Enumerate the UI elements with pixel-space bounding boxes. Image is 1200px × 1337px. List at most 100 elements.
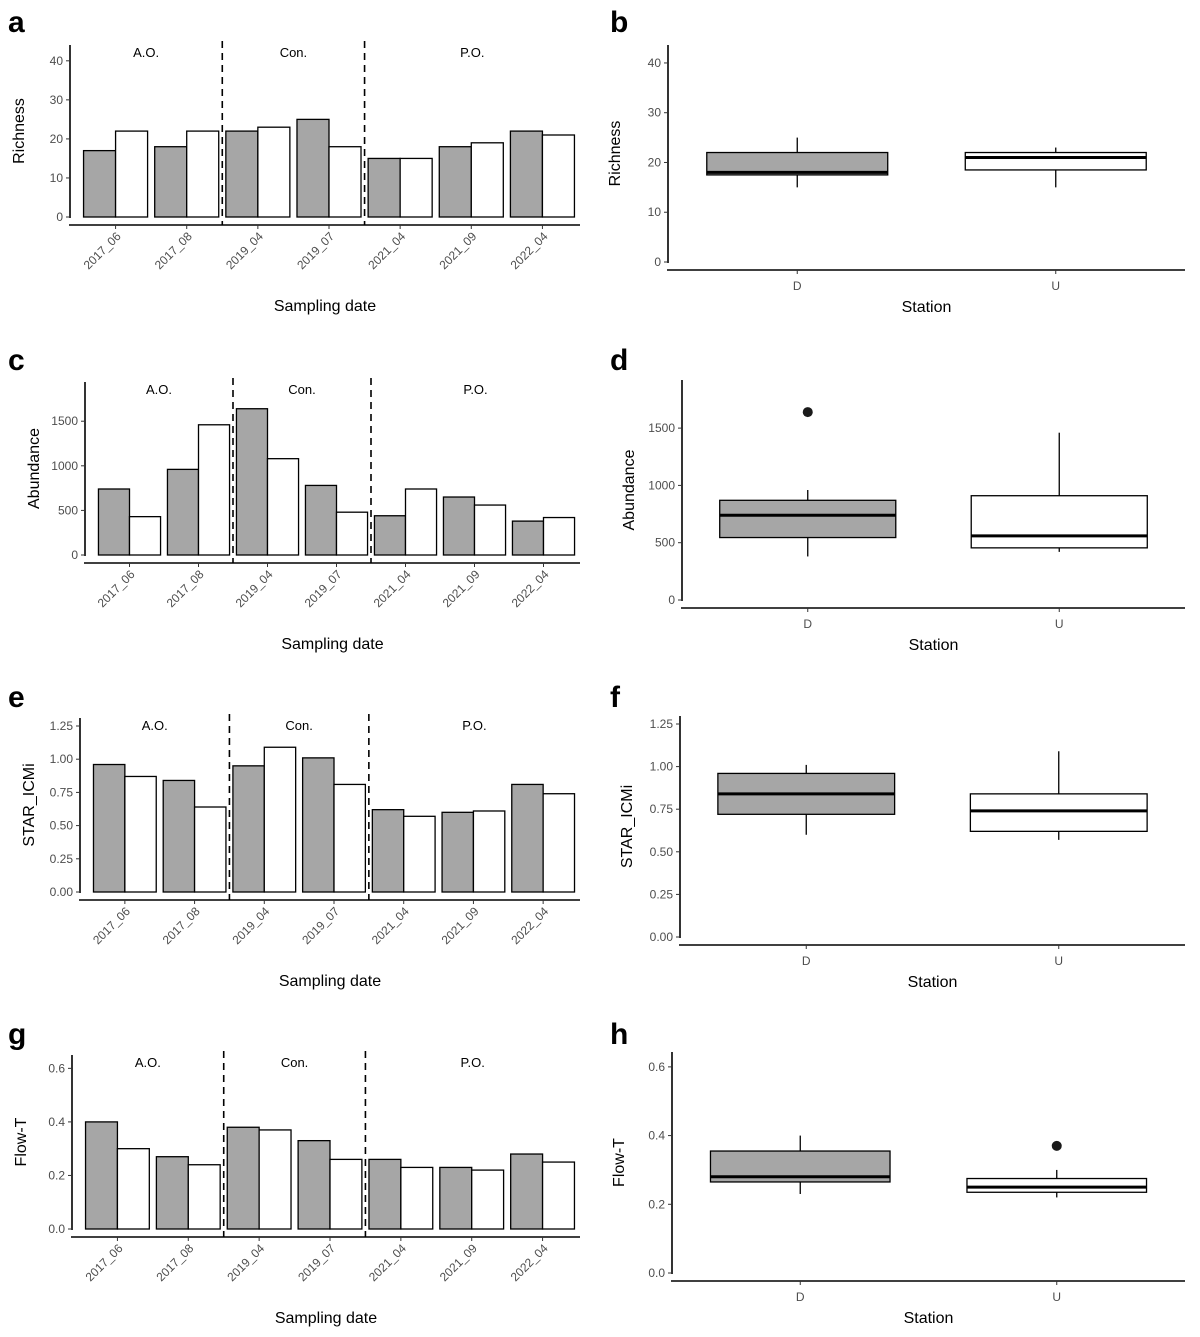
x-axis-title-a: Sampling date xyxy=(274,298,376,315)
y-axis-title-c: Abundance xyxy=(26,428,43,509)
x-tick-label-b: U xyxy=(1051,279,1060,293)
y-tick-label-f: 0.50 xyxy=(650,845,674,859)
y-tick-label-a: 20 xyxy=(50,132,64,146)
bar-a-u-2019_07 xyxy=(328,146,362,218)
x-tick-label-g: 2017_08 xyxy=(153,1241,196,1284)
x-tick-label-e: 2021_04 xyxy=(369,904,412,947)
x-tick-label-a: 2017_06 xyxy=(81,229,124,272)
bar-c-u-2019_04 xyxy=(266,458,300,556)
y-tick-label-a: 0 xyxy=(56,210,63,224)
bar-g-d-2019_07 xyxy=(297,1139,331,1230)
x-tick-label-e: 2022_04 xyxy=(508,904,551,947)
x-tick-label-c: 2021_04 xyxy=(371,567,414,610)
y-tick-label-g: 0.2 xyxy=(48,1168,65,1182)
bar-c-d-2022_04 xyxy=(511,520,545,556)
x-tick-label-g: 2017_06 xyxy=(83,1241,126,1284)
bar-c-d-2017_06 xyxy=(97,488,131,556)
y-axis-title-h: Flow-T xyxy=(611,1138,628,1187)
bar-e-d-2021_04 xyxy=(371,809,405,893)
x-tick-label-g: 2019_07 xyxy=(295,1241,338,1284)
bar-c-d-2017_08 xyxy=(166,468,200,556)
period-label-g: A.O. xyxy=(135,1055,161,1070)
bar-e-u-2021_04 xyxy=(403,815,436,893)
y-tick-label-f: 0.25 xyxy=(650,887,674,901)
bar-g-d-2017_08 xyxy=(155,1156,189,1230)
bar-c-d-2021_04 xyxy=(373,515,407,556)
y-tick-label-g: 0.0 xyxy=(48,1222,65,1236)
x-tick-label-g: 2019_04 xyxy=(224,1241,267,1284)
y-tick-label-e: 1.25 xyxy=(50,719,74,733)
bar-e-d-2022_04 xyxy=(511,783,544,893)
bar-g-d-2021_09 xyxy=(439,1166,473,1230)
x-tick-label-g: 2021_09 xyxy=(437,1241,480,1284)
y-axis-title-d: Abundance xyxy=(621,449,638,530)
y-tick-label-f: 1.25 xyxy=(650,717,674,731)
bar-a-u-2022_04 xyxy=(541,134,576,218)
bar-a-u-2021_09 xyxy=(470,142,504,218)
period-label-a: Con. xyxy=(280,45,307,60)
y-tick-label-f: 1.00 xyxy=(650,760,674,774)
y-axis-title-f: STAR_ICMi xyxy=(619,785,636,868)
bar-g-u-2019_04 xyxy=(258,1129,292,1230)
bar-g-u-2019_07 xyxy=(329,1158,363,1230)
panel-letter-e: e xyxy=(8,681,25,714)
bar-g-u-2021_04 xyxy=(400,1166,434,1230)
x-tick-label-c: 2017_06 xyxy=(95,567,138,610)
bar-c-u-2021_09 xyxy=(473,504,507,556)
x-tick-label-g: 2022_04 xyxy=(508,1241,551,1284)
bar-e-u-2022_04 xyxy=(542,793,576,893)
y-tick-label-c: 500 xyxy=(58,503,78,517)
x-tick-label-f: D xyxy=(802,954,811,968)
bar-e-u-2021_09 xyxy=(472,810,506,893)
x-tick-label-g: 2021_04 xyxy=(366,1241,409,1284)
bar-e-d-2021_09 xyxy=(441,811,475,893)
bar-a-d-2022_04 xyxy=(509,130,544,218)
y-tick-label-a: 10 xyxy=(50,171,64,185)
x-tick-label-a: 2021_04 xyxy=(365,229,408,272)
bar-a-d-2019_04 xyxy=(225,130,259,218)
x-tick-label-h: U xyxy=(1052,1290,1061,1304)
x-tick-label-c: 2019_07 xyxy=(302,567,345,610)
period-label-a: A.O. xyxy=(133,45,159,60)
y-tick-label-h: 0.6 xyxy=(648,1060,665,1074)
bar-a-u-2019_04 xyxy=(257,126,291,218)
bar-g-d-2017_06 xyxy=(84,1121,119,1230)
period-label-a: P.O. xyxy=(460,45,484,60)
x-tick-label-a: 2022_04 xyxy=(508,229,551,272)
x-tick-label-e: 2017_06 xyxy=(90,904,133,947)
y-tick-label-g: 0.4 xyxy=(48,1115,65,1129)
box-b-u xyxy=(964,151,1147,171)
y-tick-label-f: 0.75 xyxy=(650,802,674,816)
bar-e-u-2019_04 xyxy=(263,746,297,893)
bar-a-u-2017_08 xyxy=(186,130,220,218)
x-tick-label-c: 2021_09 xyxy=(440,567,483,610)
x-tick-label-a: 2021_09 xyxy=(436,229,479,272)
y-tick-label-b: 20 xyxy=(648,155,662,169)
bar-g-u-2021_09 xyxy=(471,1169,505,1230)
x-tick-label-e: 2019_04 xyxy=(229,904,272,947)
panel-letter-d: d xyxy=(610,344,628,377)
x-tick-label-a: 2017_08 xyxy=(152,229,195,272)
bar-a-u-2021_04 xyxy=(399,157,433,218)
x-tick-label-c: 2019_04 xyxy=(233,567,276,610)
x-tick-label-d: D xyxy=(803,617,812,631)
x-tick-label-a: 2019_07 xyxy=(294,229,337,272)
bar-e-u-2017_08 xyxy=(193,806,227,893)
period-label-e: Con. xyxy=(285,718,312,733)
y-tick-label-e: 0.00 xyxy=(50,885,74,899)
panel-letter-a: a xyxy=(8,6,25,39)
x-tick-label-e: 2019_07 xyxy=(299,904,342,947)
x-tick-label-f: U xyxy=(1054,954,1063,968)
x-tick-label-d: U xyxy=(1055,617,1064,631)
outlier-point-h-u xyxy=(1051,1140,1062,1151)
bar-e-d-2019_07 xyxy=(301,757,335,893)
x-tick-label-b: D xyxy=(793,279,802,293)
bar-e-d-2019_04 xyxy=(232,765,265,893)
x-axis-title-b: Station xyxy=(902,299,952,316)
x-axis-title-g: Sampling date xyxy=(275,1310,377,1327)
y-tick-label-d: 500 xyxy=(655,536,675,550)
bar-e-d-2017_08 xyxy=(162,779,196,893)
bar-c-u-2017_06 xyxy=(128,515,162,556)
bar-c-d-2019_04 xyxy=(235,408,269,556)
